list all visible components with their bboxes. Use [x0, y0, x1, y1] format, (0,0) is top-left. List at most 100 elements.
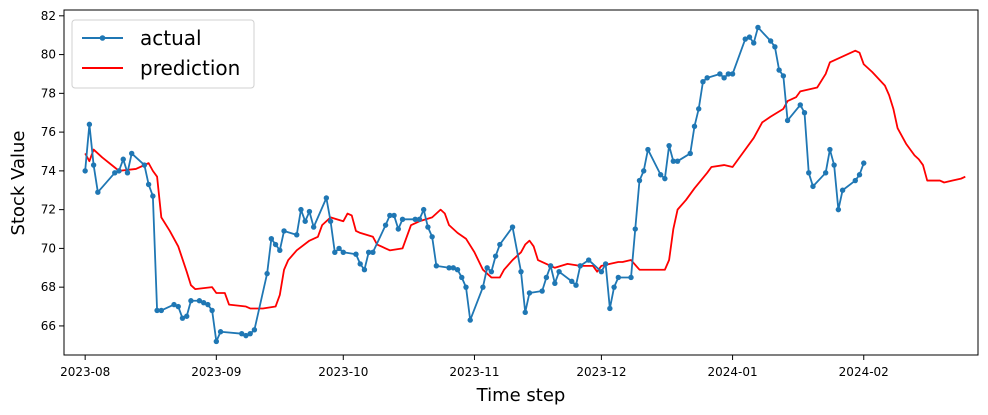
data-point-actual [691, 123, 698, 129]
data-point-actual [251, 327, 258, 333]
data-point-actual [573, 282, 579, 288]
y-tick-label: 72 [41, 203, 56, 217]
data-point-actual [687, 150, 693, 157]
data-point-actual [467, 317, 473, 323]
data-point-actual [492, 253, 499, 259]
data-point-actual [839, 187, 846, 193]
data-point-actual [370, 249, 376, 255]
y-axis: 66 68 70 72 74 76 78 80 82 [41, 9, 64, 333]
data-point-actual [179, 315, 186, 321]
data-point-actual [632, 226, 638, 232]
data-point-actual [751, 40, 757, 46]
data-point-actual [412, 216, 418, 223]
legend-label-actual: actual [140, 26, 202, 50]
data-point-actual [95, 189, 101, 195]
data-point-actual [509, 224, 516, 230]
data-point-actual [645, 146, 651, 153]
data-point-actual [446, 265, 452, 271]
data-point-actual [776, 67, 782, 73]
data-point-actual [488, 268, 495, 275]
data-point-actual [239, 330, 245, 337]
legend: actual prediction [71, 19, 255, 89]
data-point-actual [670, 158, 677, 164]
data-point-actual [518, 268, 524, 275]
x-tick-label: 2023-08 [60, 365, 110, 379]
y-tick-label: 66 [41, 319, 56, 333]
data-point-actual [395, 226, 401, 232]
data-point-actual [641, 168, 647, 174]
legend-marker-actual [99, 35, 106, 41]
data-point-actual [145, 181, 152, 188]
data-point-actual [247, 330, 253, 337]
data-point-actual [124, 170, 131, 176]
data-point-actual [116, 168, 122, 174]
data-point-actual [861, 160, 867, 166]
data-point-actual [450, 265, 456, 271]
data-point-actual [767, 38, 774, 44]
data-point-actual [822, 170, 829, 176]
data-point-actual [158, 307, 165, 314]
data-point-actual [217, 329, 224, 335]
x-tick-label: 2023-10 [318, 365, 368, 379]
x-tick-label: 2023-09 [191, 365, 241, 379]
data-point-actual [196, 298, 203, 304]
data-point-actual [425, 224, 431, 230]
data-point-actual [112, 170, 118, 176]
data-point-actual [454, 267, 461, 273]
data-point-actual [801, 110, 808, 116]
data-point-actual [272, 241, 279, 248]
y-tick-label: 78 [41, 86, 56, 100]
data-point-actual [188, 298, 194, 304]
x-axis: 2023-08 2023-09 2023-10 2023-11 2023-12 2024-… [60, 355, 889, 379]
data-point-actual [213, 338, 220, 345]
data-point-actual [120, 156, 126, 162]
data-point-actual [721, 75, 727, 81]
data-point-actual [171, 301, 177, 308]
data-point-actual [742, 36, 748, 42]
data-point-actual [835, 206, 842, 213]
data-point-actual [243, 332, 249, 339]
x-tick-label: 2023-11 [449, 365, 499, 379]
y-tick-label: 76 [41, 125, 56, 139]
data-point-actual [340, 249, 346, 255]
data-point-actual [429, 234, 435, 240]
data-point-actual [357, 261, 363, 267]
data-point-actual [150, 193, 156, 199]
data-point-actual [780, 73, 787, 79]
data-point-actual [725, 71, 732, 77]
data-point-actual [184, 313, 190, 319]
data-point-actual [598, 268, 605, 275]
data-point-actual [129, 150, 135, 157]
data-point-actual [556, 268, 562, 275]
data-point-actual [852, 177, 858, 184]
x-tick-label: 2024-01 [708, 365, 758, 379]
data-point-actual [810, 183, 816, 190]
data-point-actual [484, 265, 490, 271]
data-point-actual [336, 245, 342, 252]
data-point-actual [615, 274, 622, 281]
data-point-actual [497, 241, 503, 248]
data-point-actual [205, 301, 211, 308]
data-point-actual [636, 177, 643, 184]
data-point-actual [831, 162, 837, 168]
y-tick-label: 74 [41, 164, 56, 178]
data-point-actual [264, 270, 270, 277]
data-point-actual [628, 274, 634, 281]
data-point-actual [526, 290, 533, 296]
data-point-actual [327, 218, 334, 224]
data-point-actual [746, 34, 753, 40]
data-point-actual [459, 274, 465, 281]
data-point-actual [674, 158, 681, 164]
data-point-actual [700, 79, 706, 85]
data-point-actual [141, 162, 148, 168]
data-point-actual [463, 284, 469, 290]
data-point-actual [302, 218, 308, 224]
data-point-actual [387, 212, 393, 219]
data-point-actual [332, 249, 338, 255]
data-point-actual [306, 208, 313, 215]
data-point-actual [569, 278, 575, 285]
data-point-actual [86, 121, 93, 128]
data-point-actual [662, 175, 668, 182]
y-tick-label: 82 [41, 9, 56, 23]
